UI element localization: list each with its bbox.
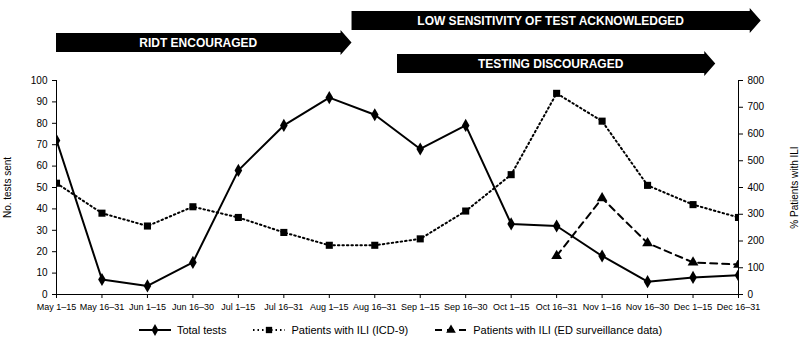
svg-text:No. tests sent: No. tests sent [2, 157, 13, 218]
svg-text:800: 800 [748, 75, 765, 86]
svg-text:500: 500 [748, 155, 765, 166]
svg-text:60: 60 [36, 160, 48, 171]
svg-text:Jun 1–15: Jun 1–15 [129, 302, 166, 312]
svg-text:Sep 16–30: Sep 16–30 [444, 302, 488, 312]
svg-text:TESTING DISCOURAGED: TESTING DISCOURAGED [478, 57, 624, 71]
svg-text:100: 100 [748, 262, 765, 273]
svg-text:200: 200 [748, 235, 765, 246]
svg-text:Dec 1–15: Dec 1–15 [674, 302, 713, 312]
html-text:Patients with ILI (ICD-9): Patients with ILI (ICD-9) [291, 324, 409, 336]
svg-text:Oct 1–15: Oct 1–15 [493, 302, 530, 312]
svg-text:90: 90 [36, 96, 48, 107]
svg-text:600: 600 [748, 128, 765, 139]
svg-text:400: 400 [748, 182, 765, 193]
svg-text:700: 700 [748, 101, 765, 112]
svg-text:20: 20 [36, 246, 48, 257]
html-text:Patients with ILI (ED surveill: Patients with ILI (ED surveillance data) [473, 324, 663, 336]
svg-text:RIDT ENCOURAGED: RIDT ENCOURAGED [139, 36, 257, 50]
html-text:Total tests: Total tests [176, 324, 227, 336]
svg-text:10: 10 [36, 267, 48, 278]
svg-text:Aug 16–31: Aug 16–31 [353, 302, 397, 312]
svg-text:40: 40 [36, 203, 48, 214]
svg-text:Nov 16–30: Nov 16–30 [626, 302, 670, 312]
svg-text:Jun 16–30: Jun 16–30 [172, 302, 214, 312]
svg-text:Jul 1–15: Jul 1–15 [221, 302, 255, 312]
svg-text:300: 300 [748, 208, 765, 219]
svg-text:80: 80 [36, 118, 48, 129]
svg-text:0: 0 [748, 289, 754, 300]
svg-text:Jul 16–31: Jul 16–31 [264, 302, 303, 312]
svg-text:0: 0 [42, 289, 48, 300]
svg-text:Nov 1–16: Nov 1–16 [583, 302, 622, 312]
svg-text:30: 30 [36, 225, 48, 236]
svg-text:LOW SENSITIVITY OF TEST ACKNOW: LOW SENSITIVITY OF TEST ACKNOWLEDGED [417, 14, 684, 28]
svg-text:50: 50 [36, 182, 48, 193]
svg-text:% Patients with ILI: % Patients with ILI [789, 146, 800, 228]
svg-text:Dec 16–31: Dec 16–31 [717, 302, 761, 312]
svg-text:Aug 1–15: Aug 1–15 [310, 302, 349, 312]
svg-text:Oct 16–31: Oct 16–31 [536, 302, 578, 312]
svg-text:May 16–31: May 16–31 [80, 302, 125, 312]
svg-text:100: 100 [31, 75, 48, 86]
svg-text:May 1–15: May 1–15 [37, 302, 77, 312]
svg-text:70: 70 [36, 139, 48, 150]
svg-text:Sep 1–15: Sep 1–15 [401, 302, 440, 312]
